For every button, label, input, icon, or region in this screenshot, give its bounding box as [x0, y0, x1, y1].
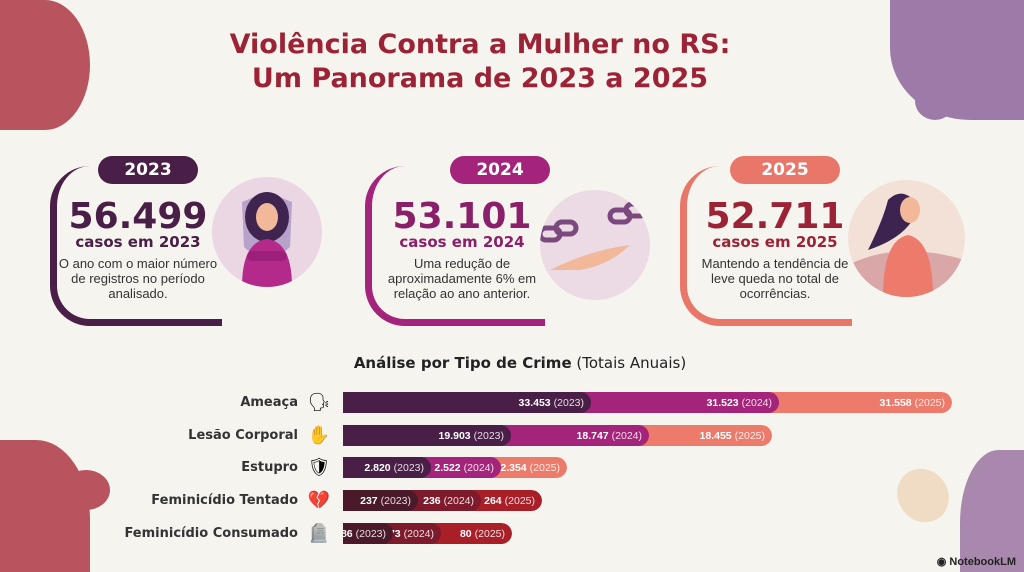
data-label: 236	[423, 494, 441, 507]
bar-row: 33.453 (2023) 31.523 (2024) 31.558 (2025)	[343, 392, 952, 413]
series-label: (2023)	[393, 461, 424, 474]
year-badge-2025: 2025	[730, 156, 840, 184]
decor-blob	[960, 450, 1024, 572]
woman-arms-crossed-shield-illustration	[212, 177, 322, 287]
bar-segment: 2.354 (2025)	[490, 457, 567, 478]
broken-chain-hand-illustration	[540, 190, 650, 300]
cases-label-2023: casos em 2023	[75, 233, 201, 251]
series-label: (2025)	[504, 494, 535, 507]
total-2023: 56.499	[68, 196, 208, 237]
bar-segment: 18.747 (2024)	[500, 425, 649, 446]
desc-2025: Mantendo a tendência de leve queda no to…	[701, 256, 849, 301]
category-label: Feminicídio Tentado	[151, 493, 298, 508]
woman-looking-forward-illustration	[848, 180, 965, 297]
card-2025-bracket	[680, 166, 852, 326]
bar-segment: 2.522 (2024)	[420, 457, 501, 478]
data-label: 2.354	[500, 461, 527, 474]
bar-row: 2.820 (2023) 2.522 (2024) 2.354 (2025)	[343, 457, 567, 478]
speaking-head-icon: 🗣	[307, 392, 331, 412]
series-label: (2024)	[443, 494, 474, 507]
broken-heart-icon: 💔	[307, 490, 331, 510]
brand-label: NotebookLM	[949, 556, 1016, 568]
series-label: (2024)	[403, 527, 434, 540]
series-label: (2024)	[611, 429, 642, 442]
data-label: 2.522	[434, 461, 461, 474]
bar-segment: 86 (2023)	[343, 523, 393, 544]
total-2024: 53.101	[392, 196, 532, 237]
data-label: 18.455	[699, 429, 732, 442]
data-label: 237	[360, 494, 378, 507]
category-label: Feminicídio Consumado	[124, 526, 298, 541]
bar-segment: 33.453 (2023)	[343, 392, 591, 413]
data-label: 73	[388, 527, 401, 540]
section-title-light: (Totais Anuais)	[576, 354, 687, 372]
decor-blob	[62, 470, 110, 510]
series-label: (2023)	[355, 527, 386, 540]
decor-blob	[890, 0, 1024, 120]
series-label: (2025)	[474, 527, 505, 540]
data-label: 80	[459, 527, 472, 540]
title-line-2: Um Panorama de 2023 a 2025	[251, 63, 709, 94]
page-title: Violência Contra a Mulher no RS: Um Panor…	[200, 28, 760, 96]
data-label: 31.523	[706, 396, 739, 409]
bandaged-arm-icon: ✋	[307, 425, 331, 445]
decor-blob	[0, 0, 90, 130]
series-label: (2025)	[529, 461, 560, 474]
category-label: Lesão Corporal	[188, 428, 298, 443]
bar-segment: 18.455 (2025)	[638, 425, 772, 446]
series-label: (2023)	[553, 396, 584, 409]
bar-segment: 2.820 (2023)	[343, 457, 431, 478]
year-badge-2023: 2023	[98, 156, 198, 184]
bar-row: 19.903 (2023) 18.747 (2024) 18.455 (2025)	[343, 425, 772, 446]
bar-segment: 80 (2025)	[430, 523, 512, 544]
bar-row: 86 (2023) 73 (2024) 80 (2025)	[343, 523, 512, 544]
series-label: (2024)	[741, 396, 772, 409]
series-label: (2023)	[380, 494, 411, 507]
data-label: 33.453	[518, 396, 551, 409]
series-label: (2025)	[734, 429, 765, 442]
bar-segment: 73 (2024)	[382, 523, 441, 544]
category-label: Estupro	[241, 460, 298, 475]
data-label: 2.820	[364, 461, 391, 474]
decor-blob	[886, 458, 960, 533]
brand-watermark: ◉ NotebookLM	[936, 556, 1016, 568]
data-label: 18.747	[576, 429, 609, 442]
section-title: Análise por Tipo de Crime (Totais Anuais…	[320, 354, 720, 372]
card-2023-bracket	[50, 166, 222, 326]
section-title-bold: Análise por Tipo de Crime	[353, 354, 572, 372]
data-label: 31.558	[879, 396, 912, 409]
year-badge-2024: 2024	[450, 156, 550, 184]
bar-segment: 31.558 (2025)	[768, 392, 952, 413]
bar-segment: 31.523 (2024)	[580, 392, 779, 413]
series-label: (2023)	[473, 429, 504, 442]
bar-segment: 236 (2024)	[407, 490, 481, 511]
title-line-1: Violência Contra a Mulher no RS:	[229, 29, 731, 60]
bar-segment: 19.903 (2023)	[343, 425, 511, 446]
decor-blob	[915, 82, 955, 120]
shield-woman-icon: 🛡	[307, 457, 331, 477]
desc-2024: Uma redução de aproximadamente 6% em rel…	[387, 256, 537, 301]
bar-row: 237 (2023) 236 (2024) 264 (2025)	[343, 490, 542, 511]
data-label: 86	[343, 527, 353, 540]
gravestone-icon: 🪦	[307, 523, 331, 543]
desc-2023: O ano com o maior número de registros no…	[58, 256, 218, 301]
data-label: 19.903	[438, 429, 471, 442]
series-label: (2025)	[914, 396, 945, 409]
card-2024-bracket	[365, 166, 545, 326]
data-label: 264	[484, 494, 502, 507]
bar-segment: 237 (2023)	[343, 490, 418, 511]
cases-label-2024: casos em 2024	[399, 233, 525, 251]
series-label: (2024)	[463, 461, 494, 474]
category-label: Ameaça	[240, 395, 298, 410]
bar-segment: 264 (2025)	[470, 490, 542, 511]
total-2025: 52.711	[705, 196, 845, 237]
cases-label-2025: casos em 2025	[712, 233, 838, 251]
